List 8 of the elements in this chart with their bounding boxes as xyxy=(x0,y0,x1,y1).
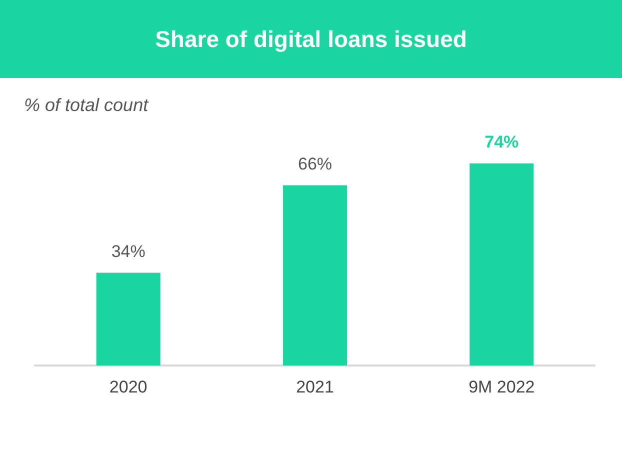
x-tick-label: 2021 xyxy=(296,377,334,396)
data-label: 34% xyxy=(111,242,146,261)
chart-subtitle: % of total count xyxy=(24,95,148,116)
x-tick-label: 9M 2022 xyxy=(468,377,535,396)
data-label: 66% xyxy=(298,154,332,174)
data-label: 74% xyxy=(484,132,519,152)
x-tick-label: 2020 xyxy=(109,377,148,396)
chart-title: Share of digital loans issued xyxy=(0,0,622,78)
